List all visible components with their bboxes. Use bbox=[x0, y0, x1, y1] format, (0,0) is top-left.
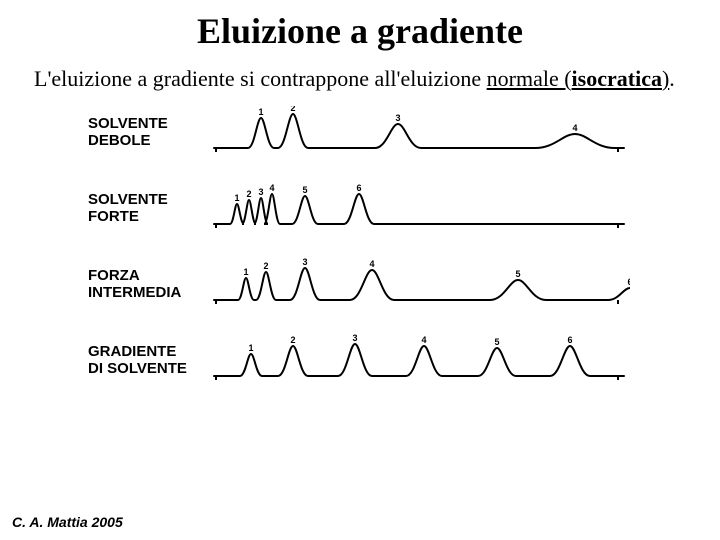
svg-text:2: 2 bbox=[246, 189, 251, 199]
svg-text:1: 1 bbox=[234, 193, 239, 203]
svg-text:1: 1 bbox=[258, 107, 263, 117]
intro-underlined-pre: normale ( bbox=[487, 66, 572, 91]
chromatogram-row: SOLVENTEFORTE 1234 5 6 bbox=[30, 182, 690, 234]
chromatogram-row: FORZAINTERMEDIA 1 2 3 4 5 6 bbox=[30, 258, 690, 310]
svg-text:5: 5 bbox=[494, 337, 499, 347]
svg-text:4: 4 bbox=[572, 123, 577, 133]
svg-text:6: 6 bbox=[356, 183, 361, 193]
intro-suffix: . bbox=[669, 66, 675, 91]
svg-text:5: 5 bbox=[515, 269, 520, 279]
chromatogram-row: SOLVENTEDEBOLE 1 2 3 4 bbox=[30, 106, 690, 158]
svg-text:1: 1 bbox=[248, 343, 253, 353]
chromatogram-rows: SOLVENTEDEBOLE1234SOLVENTEFORTE123456FOR… bbox=[0, 100, 720, 386]
svg-text:3: 3 bbox=[258, 187, 263, 197]
footer-credit: C. A. Mattia 2005 bbox=[12, 514, 123, 530]
svg-text:3: 3 bbox=[302, 258, 307, 267]
chromatogram-chart: 1 2 3 4 5 6 bbox=[210, 258, 690, 310]
chromatogram-chart: 1 2 3 4 5 6 bbox=[210, 334, 690, 386]
row-label: SOLVENTEDEBOLE bbox=[30, 115, 210, 150]
svg-text:3: 3 bbox=[395, 113, 400, 123]
svg-text:4: 4 bbox=[269, 183, 274, 193]
chromatogram-chart: 1 2 3 4 bbox=[210, 106, 690, 158]
svg-text:4: 4 bbox=[369, 259, 374, 269]
svg-text:6: 6 bbox=[627, 277, 630, 287]
row-label: SOLVENTEFORTE bbox=[30, 191, 210, 226]
svg-text:6: 6 bbox=[567, 335, 572, 345]
intro-paragraph: L'eluizione a gradiente si contrappone a… bbox=[0, 52, 720, 100]
svg-text:2: 2 bbox=[290, 106, 295, 113]
page-title: Eluizione a gradiente bbox=[0, 0, 720, 52]
svg-text:4: 4 bbox=[421, 335, 426, 345]
svg-text:3: 3 bbox=[352, 334, 357, 343]
chromatogram-chart: 1234 5 6 bbox=[210, 182, 690, 234]
row-label: FORZAINTERMEDIA bbox=[30, 267, 210, 302]
svg-text:2: 2 bbox=[290, 335, 295, 345]
svg-text:2: 2 bbox=[263, 261, 268, 271]
svg-text:5: 5 bbox=[302, 185, 307, 195]
svg-text:1: 1 bbox=[243, 267, 248, 277]
chromatogram-row: GRADIENTEDI SOLVENTE 1 2 3 4 5 6 bbox=[30, 334, 690, 386]
intro-keyword: isocratica bbox=[572, 66, 662, 91]
row-label: GRADIENTEDI SOLVENTE bbox=[30, 343, 210, 378]
intro-prefix: L'eluizione a gradiente si contrappone a… bbox=[34, 66, 487, 91]
